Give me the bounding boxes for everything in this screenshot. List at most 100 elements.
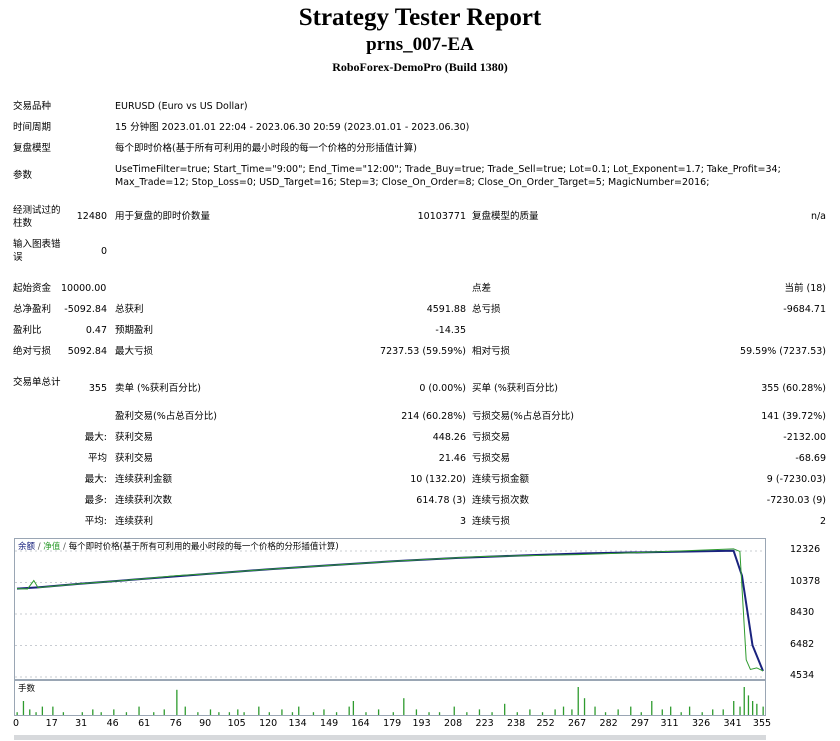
lot-bar <box>562 706 565 715</box>
deposit-value: 10000.00 <box>61 283 107 294</box>
lot-bar <box>268 712 270 715</box>
lot-bar <box>529 709 531 715</box>
report-title: Strategy Tester Report <box>298 4 542 31</box>
max-cons-loss-label: 连续亏损次数 <box>472 495 530 506</box>
pf-label: 盈利比 <box>13 325 42 336</box>
lot-bar <box>583 698 586 715</box>
lot-bar <box>197 712 199 715</box>
expected-label: 预期盈利 <box>115 325 154 336</box>
y-tick-label: 8430 <box>790 607 815 618</box>
scrollbar-strip <box>14 735 766 740</box>
long-value: 355 (60.28%) <box>761 383 826 394</box>
lot-bar <box>228 712 231 715</box>
loss-trades-value: 141 (39.72%) <box>761 411 826 422</box>
lot-bar <box>323 709 325 715</box>
lot-bar <box>348 706 350 715</box>
x-tick-label: 17 <box>45 718 58 729</box>
lot-bar <box>218 712 220 715</box>
lot-bar <box>52 706 54 715</box>
x-tick-label: 252 <box>536 718 555 729</box>
max-cons-losses-value: 9 (-7230.03) <box>766 474 826 485</box>
lot-bar <box>701 712 703 715</box>
trades-value: 355 <box>88 383 107 394</box>
x-tick-label: 208 <box>444 718 463 729</box>
y-tick-label: 4534 <box>790 670 815 681</box>
rel-dd-value: 59.59% (7237.53) <box>740 346 826 357</box>
lot-bar <box>577 687 579 715</box>
y-tick-label: 6482 <box>790 638 815 650</box>
lot-bar <box>243 712 245 715</box>
max-cons-wins-value: 10 (132.20) <box>410 474 466 485</box>
lot-bar <box>756 703 758 715</box>
largest-loss-value: -2132.00 <box>783 432 826 443</box>
lot-bar <box>22 701 25 715</box>
most-prefix: 最多: <box>84 495 107 506</box>
lot-bar <box>125 712 128 715</box>
quality-value: n/a <box>810 211 826 222</box>
period-value: 15 分钟图 2023.01.01 22:04 - 2023.06.30 20:… <box>115 122 470 133</box>
bars-label: 经测试过的柱数 <box>13 205 61 229</box>
lot-bar <box>291 712 294 715</box>
x-tick-label: 105 <box>227 718 246 729</box>
gross-profit-label: 总获利 <box>115 304 144 315</box>
x-tick-label: 31 <box>75 718 88 729</box>
largest-profit-label: 获利交易 <box>115 432 154 443</box>
lot-bar <box>392 712 394 715</box>
x-tick-label: 76 <box>169 718 182 729</box>
lot-bar <box>762 706 764 715</box>
profit-trades-label: 盈利交易(%占总百分比) <box>115 411 217 422</box>
max-cons-loss-value: -7230.03 (9) <box>766 495 826 506</box>
model-value: 每个即时价格(基于所有可利用的最小时段的每一个价格的分形插值计算) <box>115 143 417 154</box>
lot-bar <box>258 706 260 715</box>
mismatch-value: 0 <box>100 246 107 257</box>
symbol-value: EURUSD (Euro vs US Dollar) <box>115 101 248 112</box>
lot-bar <box>554 709 556 715</box>
avg-loss-label: 亏损交易 <box>472 453 511 464</box>
lot-bar <box>16 712 18 715</box>
x-tick-label: 149 <box>320 718 339 729</box>
lot-bar <box>92 709 94 715</box>
lot-bar <box>298 706 300 715</box>
lot-bar <box>237 709 239 715</box>
largest-loss-label: 亏损交易 <box>472 432 511 443</box>
server-build: RoboForex-DemoPro (Build 1380) <box>332 60 508 74</box>
lot-bar <box>100 712 102 715</box>
lot-bar <box>438 712 441 715</box>
y-tick-label: 12326 <box>790 544 821 555</box>
lot-bar <box>640 712 642 715</box>
lot-bar <box>722 709 724 715</box>
short-value: 0 (0.00%) <box>419 383 466 394</box>
avg-cons-losses-label: 连续亏损 <box>472 516 511 527</box>
avg-loss-value: -68.69 <box>795 453 826 464</box>
loss-trades-label: 亏损交易(%占总百分比) <box>472 411 574 422</box>
lot-bar <box>688 706 691 715</box>
lot-bar <box>630 706 632 715</box>
lot-bar <box>352 701 355 715</box>
x-tick-label: 0 <box>12 718 20 729</box>
lot-bar <box>466 712 468 715</box>
max-cons-profit-label: 连续获利次数 <box>115 495 173 506</box>
lot-bar <box>516 712 518 715</box>
lot-bar <box>377 709 380 715</box>
ticks-label: 用于复盘的即时价数量 <box>115 211 211 222</box>
x-tick-label: 238 <box>507 718 526 729</box>
lot-bar <box>428 712 430 715</box>
legend-balance: 余额 <box>18 542 36 552</box>
lot-bar <box>113 709 115 715</box>
lot-bar <box>163 709 165 715</box>
lots-chart-svg <box>16 687 764 715</box>
x-tick-label: 311 <box>660 718 679 729</box>
x-tick-label: 267 <box>567 718 587 729</box>
lots-title: 手数 <box>18 684 36 694</box>
spread-label: 点差 <box>472 283 492 294</box>
x-tick-label: 282 <box>599 718 618 729</box>
short-label: 卖单 (%获利百分比) <box>115 383 201 394</box>
ea-name: prns_007-EA <box>366 34 474 55</box>
x-tick-label: 355 <box>752 718 772 729</box>
lot-bar <box>712 709 714 715</box>
avg-profit-label: 获利交易 <box>115 453 154 464</box>
rel-dd-label: 相对亏损 <box>472 346 511 357</box>
chart-legend: 余额 / 净值 / 每个即时价格(基于所有可利用的最小时段的每一个价格的分形插值… <box>18 542 339 552</box>
avg-cons-losses-value: 2 <box>819 516 826 527</box>
long-label: 买单 (%获利百分比) <box>472 383 558 394</box>
